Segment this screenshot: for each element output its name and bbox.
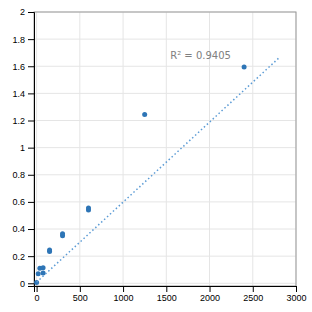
y-tick-mark — [28, 202, 34, 203]
y-tick-label: 1.8 — [12, 35, 25, 45]
trend-line — [37, 58, 279, 282]
plot-frame — [34, 12, 296, 286]
point — [47, 248, 52, 253]
y-tick-mark — [28, 66, 34, 67]
x-tick-label: 3000 — [286, 293, 306, 303]
x-tick-label: 1000 — [114, 293, 134, 303]
point — [86, 206, 91, 211]
x-axis: 0 500 1000 1500 2000 2500 3000 — [35, 286, 307, 303]
x-tick-mark — [210, 286, 211, 292]
chart: 0 500 1000 1500 2000 2500 3000 0 0.2 0.4 0.6 0.8 1 1.… — [0, 0, 312, 312]
point — [242, 64, 247, 69]
y-tick-label: 2 — [20, 7, 25, 17]
y-tick-label: 1.2 — [12, 116, 25, 126]
y-tick: 0 — [20, 279, 34, 289]
y-tick-mark — [28, 256, 34, 257]
x-tick-mark — [166, 286, 167, 292]
y-tick: 1.6 — [12, 62, 34, 72]
x-tick-mark — [253, 286, 254, 292]
grid-line — [79, 12, 80, 286]
point — [60, 231, 65, 236]
x-tick: 3000 — [286, 286, 306, 303]
x-tick: 1500 — [157, 286, 177, 303]
y-tick-label: 0.8 — [12, 170, 25, 180]
marks — [34, 58, 279, 285]
x-tick-label: 500 — [73, 293, 88, 303]
y-tick-mark — [28, 283, 34, 284]
y-tick: 2 — [20, 7, 34, 17]
grid-line — [252, 12, 253, 286]
y-tick-mark — [28, 39, 34, 40]
grid-line — [34, 66, 296, 67]
x-tick-mark — [296, 286, 297, 292]
x-tick-label: 0 — [35, 293, 40, 303]
y-tick-label: 0.2 — [12, 252, 25, 262]
grid-line — [34, 201, 296, 202]
annotation: R² = 0.9405 — [170, 50, 231, 61]
y-tick: 0.8 — [12, 170, 34, 180]
grid-line — [123, 12, 124, 286]
grid — [34, 12, 296, 286]
y-tick: 0.4 — [12, 224, 34, 234]
grid-line — [34, 39, 296, 40]
y-tick: 1.2 — [12, 116, 34, 126]
grid-line — [34, 283, 296, 284]
point — [41, 271, 46, 276]
y-tick-mark — [28, 121, 34, 122]
grid-line — [34, 120, 296, 121]
y-tick-label: 0 — [20, 279, 25, 289]
y-tick-label: 0.6 — [12, 197, 25, 207]
point — [34, 280, 39, 285]
y-axis-line — [28, 13, 35, 287]
grid-line — [34, 256, 296, 257]
y-tick-mark — [28, 148, 34, 149]
grid-line — [34, 174, 296, 175]
x-tick-mark — [123, 286, 124, 292]
x-tick-mark — [37, 286, 38, 292]
grid-line — [34, 229, 296, 230]
x-tick-label: 1500 — [157, 293, 177, 303]
grid-line — [34, 93, 296, 94]
y-tick-mark — [28, 175, 34, 176]
x-tick: 0 — [35, 286, 40, 303]
grid-line — [34, 147, 296, 148]
grid-line — [166, 12, 167, 286]
y-tick-label: 0.4 — [12, 224, 25, 234]
x-tick: 2500 — [243, 286, 263, 303]
y-tick-mark — [28, 93, 34, 94]
y-tick-label: 1.6 — [12, 62, 25, 72]
y-tick-label: 1 — [20, 143, 25, 153]
point — [36, 271, 41, 276]
y-tick: 0.6 — [12, 197, 34, 207]
x-tick: 1000 — [114, 286, 134, 303]
y-axis: 0 0.2 0.4 0.6 0.8 1 1.2 1.4 1.6 1.8 2 — [12, 7, 34, 288]
x-tick-mark — [80, 286, 81, 292]
x-axis-line — [35, 287, 297, 293]
grid-line — [36, 12, 37, 286]
point — [41, 265, 46, 270]
point — [142, 112, 147, 117]
y-tick: 1.4 — [12, 89, 34, 99]
y-tick: 0.2 — [12, 252, 34, 262]
x-tick-label: 2500 — [243, 293, 263, 303]
x-tick: 500 — [73, 286, 88, 303]
y-tick-label: 1.4 — [12, 89, 25, 99]
x-tick: 2000 — [200, 286, 220, 303]
y-tick-mark — [28, 12, 34, 13]
y-tick: 1 — [20, 143, 34, 153]
y-tick: 1.8 — [12, 35, 34, 45]
plot: 0 500 1000 1500 2000 2500 3000 0 0.2 0.4 0.6 0.8 1 1.… — [12, 7, 306, 303]
x-tick-label: 2000 — [200, 293, 220, 303]
y-tick-mark — [28, 229, 34, 230]
